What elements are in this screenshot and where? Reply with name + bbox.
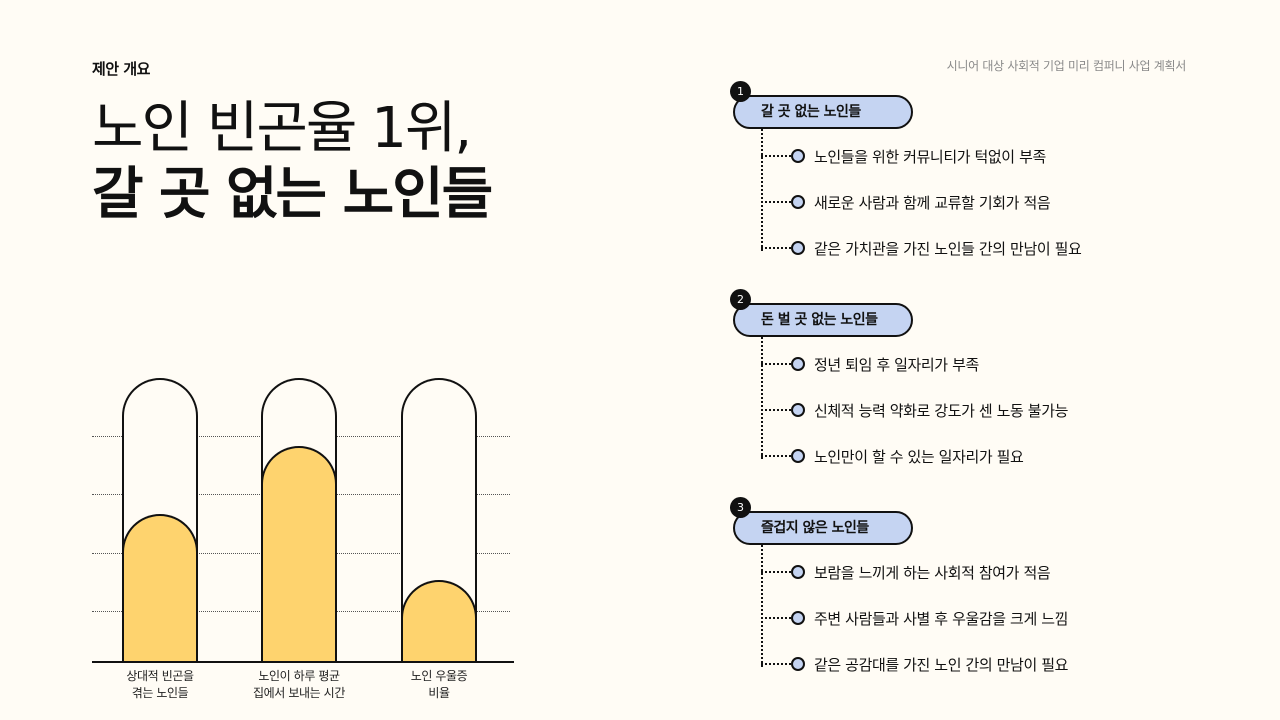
- list-item-text: 노인들을 위한 커뮤니티가 턱없이 부족: [814, 147, 1046, 166]
- tree-connector: [761, 545, 763, 667]
- capsule-bar-chart: 상대적 빈곤을 겪는 노인들 노인이 하루 평균 집에서 보내는 시간 노인 우울증…: [92, 370, 514, 710]
- connector-line: [761, 571, 791, 573]
- list-item: 신체적 능력 약화로 강도가 센 노동 불가능: [761, 400, 1068, 420]
- bar-capsule-1: [122, 378, 198, 662]
- connector-line: [761, 155, 791, 157]
- chart-baseline: [92, 661, 514, 663]
- list-item-text: 정년 퇴임 후 일자리가 부족: [814, 355, 979, 374]
- bar-capsule-3: [401, 378, 477, 662]
- list-item: 새로운 사람과 함께 교류할 기회가 적음: [761, 192, 1051, 212]
- eyebrow-label: 제안 개요: [92, 60, 150, 78]
- connector-line: [761, 617, 791, 619]
- document-title: 시니어 대상 사회적 기업 미리 컴퍼니 사업 계획서: [946, 59, 1187, 73]
- list-item-text: 보람을 느끼게 하는 사회적 참여가 적음: [814, 563, 1051, 582]
- number-badge: 2: [730, 289, 751, 310]
- bullet-circle-icon: [791, 657, 805, 671]
- section-title-pill: 갈 곳 없는 노인들: [733, 95, 913, 129]
- connector-line: [761, 247, 791, 249]
- list-item: 같은 가치관을 가진 노인들 간의 만남이 필요: [761, 238, 1082, 258]
- list-item-text: 신체적 능력 약화로 강도가 센 노동 불가능: [814, 401, 1069, 420]
- list-item: 같은 공감대를 가진 노인 간의 만남이 필요: [761, 654, 1068, 674]
- x-axis-label-3: 노인 우울증 비율: [410, 669, 468, 700]
- bar-fill-1: [124, 514, 196, 662]
- x-axis-label-2: 노인이 하루 평균 집에서 보내는 시간: [253, 669, 345, 700]
- connector-line: [761, 409, 791, 411]
- list-item-text: 같은 공감대를 가진 노인 간의 만남이 필요: [814, 655, 1069, 674]
- list-item: 정년 퇴임 후 일자리가 부족: [761, 354, 979, 374]
- bullet-circle-icon: [791, 149, 805, 163]
- connector-line: [761, 363, 791, 365]
- bullet-circle-icon: [791, 611, 805, 625]
- number-badge: 3: [730, 497, 751, 518]
- bar-fill-3: [403, 579, 475, 662]
- number-badge: 1: [730, 81, 751, 102]
- x-axis-label-1: 상대적 빈곤을 겪는 노인들: [126, 669, 194, 700]
- connector-line: [761, 201, 791, 203]
- bar-capsule-2: [261, 378, 337, 662]
- bullet-circle-icon: [791, 565, 805, 579]
- tree-connector: [761, 337, 763, 459]
- list-item-text: 노인만이 할 수 있는 일자리가 필요: [814, 447, 1024, 466]
- section-title-pill: 즐겁지 않은 노인들: [733, 511, 913, 545]
- headline: 노인 빈곤율 1위, 갈 곳 없는 노인들: [92, 96, 493, 228]
- list-item-text: 같은 가치관을 가진 노인들 간의 만남이 필요: [814, 239, 1082, 258]
- list-item: 노인들을 위한 커뮤니티가 턱없이 부족: [761, 146, 1046, 166]
- list-item-text: 새로운 사람과 함께 교류할 기회가 적음: [814, 193, 1051, 212]
- list-item-text: 주변 사람들과 사별 후 우울감을 크게 느낌: [814, 609, 1069, 628]
- headline-line-1: 노인 빈곤율 1위,: [92, 96, 472, 161]
- bullet-circle-icon: [791, 357, 805, 371]
- list-item: 보람을 느끼게 하는 사회적 참여가 적음: [761, 562, 1051, 582]
- list-item: 주변 사람들과 사별 후 우울감을 크게 느낌: [761, 608, 1068, 628]
- section-title-pill: 돈 벌 곳 없는 노인들: [733, 303, 913, 337]
- bullet-circle-icon: [791, 403, 805, 417]
- connector-line: [761, 455, 791, 457]
- bar-fill-2: [263, 446, 335, 662]
- bullet-circle-icon: [791, 195, 805, 209]
- tree-connector: [761, 129, 763, 251]
- connector-line: [761, 663, 791, 665]
- bullet-circle-icon: [791, 241, 805, 255]
- bullet-circle-icon: [791, 449, 805, 463]
- list-item: 노인만이 할 수 있는 일자리가 필요: [761, 446, 1024, 466]
- headline-line-2: 갈 곳 없는 노인들: [92, 162, 493, 227]
